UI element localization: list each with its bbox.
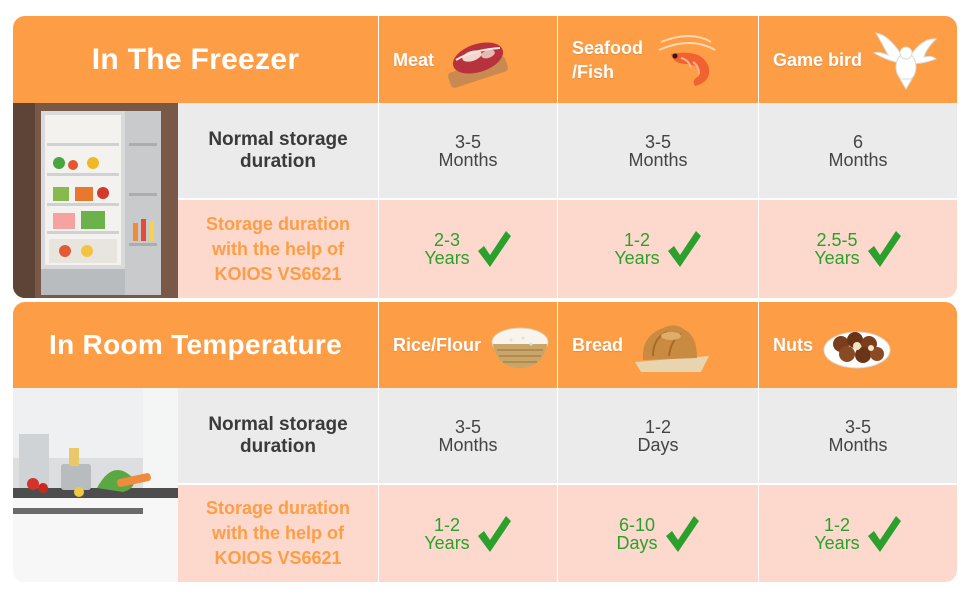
column-label: Game bird <box>773 49 863 70</box>
shrimp-icon <box>651 28 723 92</box>
kolos-duration-meat: 2-3 Years <box>378 200 557 298</box>
kolos-duration-label: Storage duration with the help of KOIOS … <box>178 200 378 298</box>
freezer-title: In The Freezer <box>13 16 378 103</box>
column-label: Bread <box>572 335 624 355</box>
column-label: Seafood /Fish <box>572 36 643 84</box>
label-line: with the help of <box>211 238 344 259</box>
column-header-meat: Meat <box>378 16 557 103</box>
duration-value: 3-5 <box>644 131 671 152</box>
label-line: with the help of <box>211 523 344 543</box>
column-header-rice-flour: Rice/Flour <box>378 302 557 388</box>
duration-value: 2-3 <box>433 230 460 250</box>
normal-duration-game-bird: 6 Months <box>758 103 957 200</box>
duration-unit: Months <box>628 149 688 170</box>
duration-value: 3-5 <box>844 416 871 437</box>
checkmark-icon <box>476 514 512 554</box>
kolos-duration-bread: 6-10 Days <box>557 485 758 582</box>
rice-bowl-icon <box>489 318 551 372</box>
duration-unit: Years <box>424 532 470 553</box>
fridge-photo <box>13 103 178 298</box>
label-line: KOIOS VS6621 <box>214 263 342 284</box>
freezer-left-block: Normal storage duration Storage duration… <box>13 103 378 298</box>
bread-icon <box>631 316 713 374</box>
column-header-seafood: Seafood /Fish <box>557 16 758 103</box>
duration-unit: Months <box>438 149 498 170</box>
room-temperature-panel: In Room Temperature Rice/Flour Bread <box>13 302 957 582</box>
room-left-block: Normal storage duration Storage duration… <box>13 388 378 582</box>
checkmark-icon <box>664 514 700 554</box>
duration-value: 3-5 <box>454 131 481 152</box>
checkmark-icon <box>476 229 512 269</box>
checkmark-icon <box>866 229 902 269</box>
normal-duration-meat: 3-5 Months <box>378 103 557 200</box>
duration-value: 1-2 <box>823 514 850 535</box>
kitchen-photo <box>13 388 178 582</box>
freezer-panel: In The Freezer Meat Seafood /Fish <box>13 16 957 298</box>
normal-duration-label: Normal storage duration <box>178 103 378 200</box>
duration-unit: Days <box>616 532 658 553</box>
kolos-duration-game-bird: 2.5-5 Years <box>758 200 957 298</box>
duration-value: 1-2 <box>623 230 650 250</box>
bird-icon <box>870 29 940 91</box>
duration-unit: Days <box>637 434 679 455</box>
label-line: KOIOS VS6621 <box>214 548 342 568</box>
duration-value: 1-2 <box>644 416 671 437</box>
duration-unit: Months <box>828 149 888 170</box>
duration-value: 2.5-5 <box>816 230 858 250</box>
duration-unit: Years <box>424 248 470 268</box>
column-label: Nuts <box>773 335 813 355</box>
duration-unit: Months <box>828 434 888 455</box>
normal-duration-nuts: 3-5 Months <box>758 388 957 485</box>
normal-duration-seafood: 3-5 Months <box>557 103 758 200</box>
checkmark-icon <box>866 514 902 554</box>
duration-unit: Months <box>438 434 498 455</box>
normal-duration-rice-flour: 3-5 Months <box>378 388 557 485</box>
column-label-line: /Fish <box>572 61 615 82</box>
duration-value: 6 <box>852 131 863 152</box>
meat-icon <box>442 32 512 88</box>
normal-duration-bread: 1-2 Days <box>557 388 758 485</box>
kolos-duration-label: Storage duration with the help of KOIOS … <box>178 485 378 582</box>
column-header-nuts: Nuts <box>758 302 957 388</box>
nuts-icon <box>821 318 893 372</box>
column-label-line: Seafood <box>572 37 644 58</box>
duration-unit: Years <box>614 248 660 268</box>
normal-duration-label: Normal storage duration <box>178 388 378 485</box>
kolos-duration-nuts: 1-2 Years <box>758 485 957 582</box>
column-header-game-bird: Game bird <box>758 16 957 103</box>
kolos-duration-rice-flour: 1-2 Years <box>378 485 557 582</box>
checkmark-icon <box>666 229 702 269</box>
column-header-bread: Bread <box>557 302 758 388</box>
label-line: Storage duration <box>205 498 350 518</box>
duration-unit: Years <box>814 248 860 268</box>
label-line: Storage duration <box>205 213 350 234</box>
kolos-duration-seafood: 1-2 Years <box>557 200 758 298</box>
duration-value: 6-10 <box>618 514 655 535</box>
column-label: Rice/Flour <box>393 335 482 355</box>
column-label: Meat <box>393 49 435 70</box>
duration-value: 3-5 <box>454 416 481 437</box>
duration-unit: Years <box>814 532 860 553</box>
duration-value: 1-2 <box>433 514 460 535</box>
room-temperature-title: In Room Temperature <box>13 302 378 388</box>
